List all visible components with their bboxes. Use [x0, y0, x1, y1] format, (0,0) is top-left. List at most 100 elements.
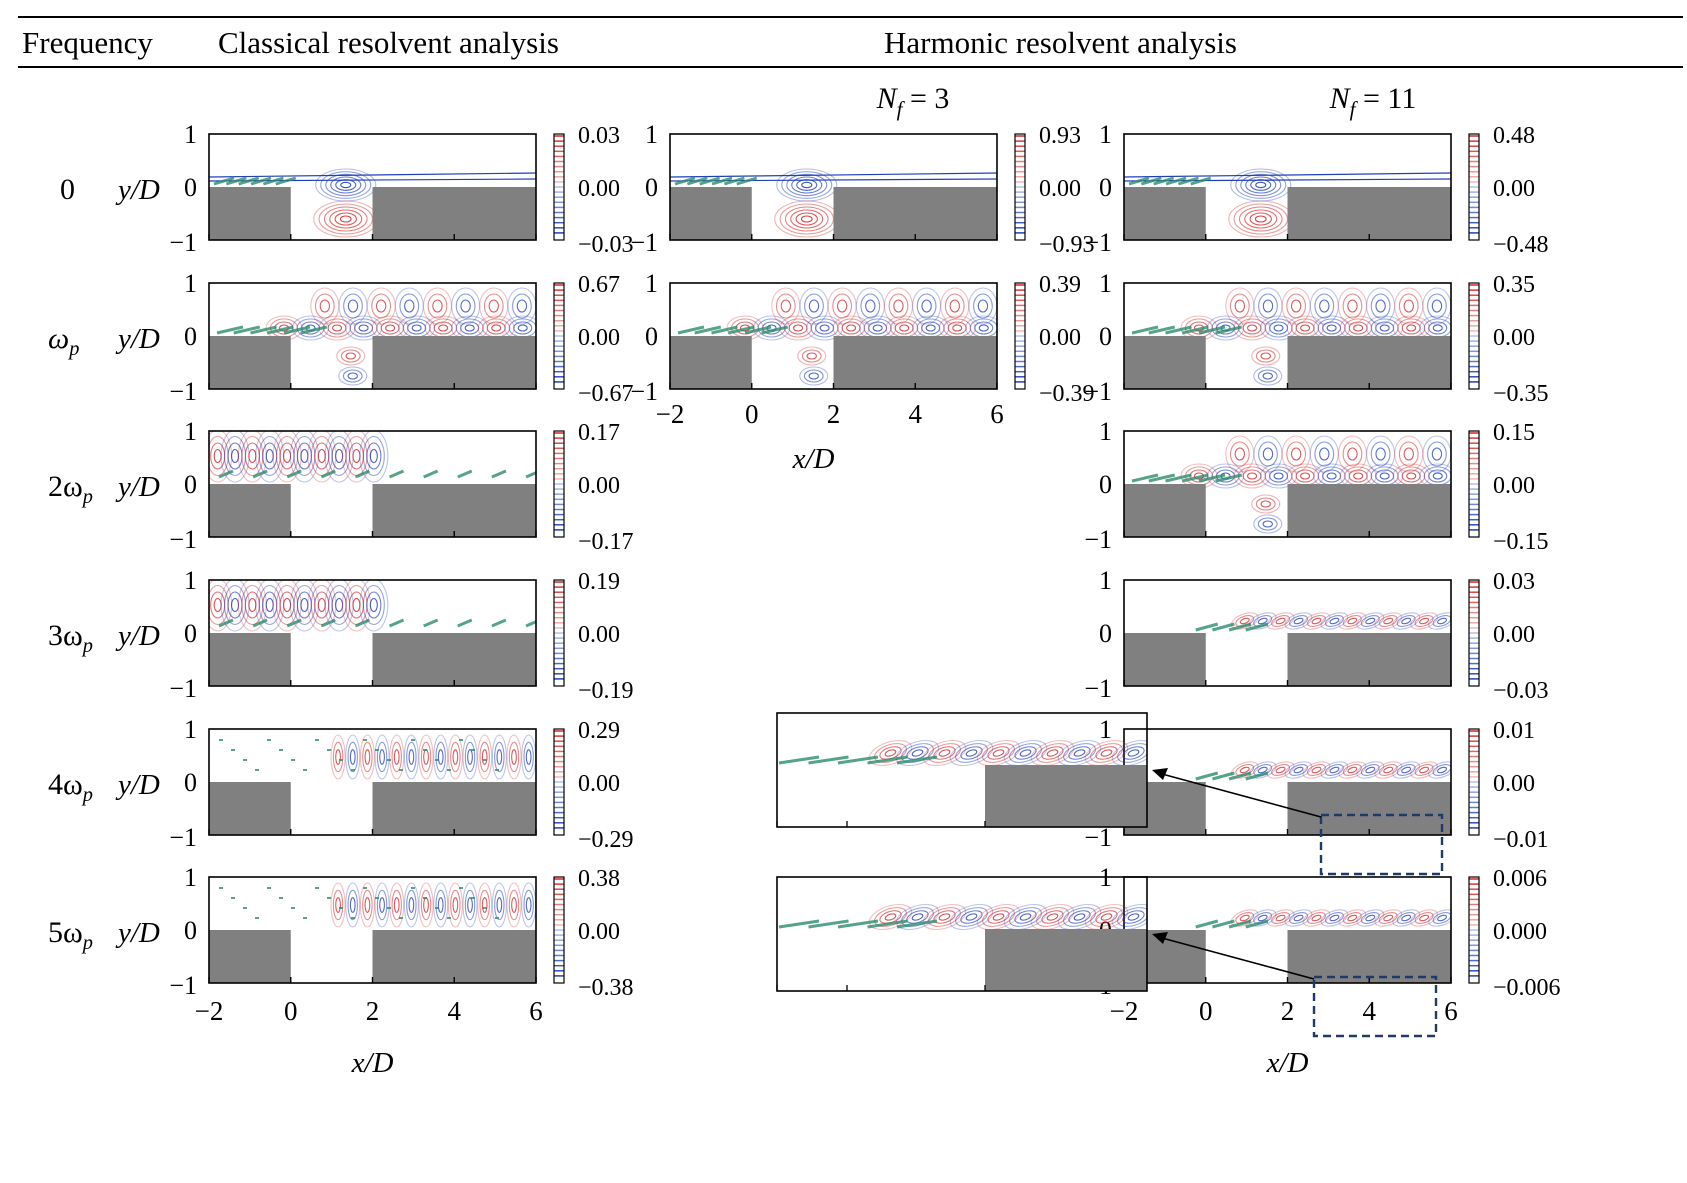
contour: [354, 321, 374, 335]
contour: [447, 734, 463, 780]
x-tick-label: 4: [448, 996, 462, 1026]
contour: [374, 734, 390, 780]
contour: [987, 910, 1010, 924]
contour: [230, 448, 240, 464]
colorbar-mid-label: 0.00: [578, 325, 620, 351]
contour: [1406, 472, 1417, 480]
forcing-streak: [252, 469, 268, 479]
contour: [1319, 447, 1330, 461]
forcing-streak: [1165, 473, 1192, 483]
forcing-streak: [1140, 176, 1162, 186]
contour: [315, 168, 377, 202]
contour: [347, 372, 358, 380]
contour: [403, 734, 419, 780]
contour: [788, 321, 808, 335]
contour: [420, 741, 432, 773]
contour: [1284, 761, 1313, 779]
forcing-streak: [225, 176, 247, 186]
colorbar-max-label: 0.01: [1493, 718, 1535, 744]
contour: [775, 293, 796, 319]
contour: [1366, 287, 1396, 325]
contour: [406, 889, 417, 921]
contour: [1230, 168, 1292, 202]
forcing-dot: [291, 907, 295, 909]
contour: [389, 882, 405, 928]
forcing-streak: [1195, 919, 1219, 929]
forcing-dot: [423, 897, 427, 899]
forcing-dot: [447, 917, 451, 919]
contour: [1347, 617, 1358, 625]
contour: [1281, 287, 1311, 325]
contour: [450, 741, 461, 773]
panel-classical-row0: [208, 133, 565, 241]
contour: [1375, 321, 1395, 335]
contour: [1073, 749, 1086, 757]
contour: [464, 324, 475, 332]
zoom-arrowhead: [1152, 768, 1168, 780]
forcing-streak: [699, 176, 721, 186]
contour: [1428, 909, 1451, 927]
contour: [464, 889, 476, 921]
header-frequency: Frequency: [22, 25, 153, 60]
colorbar: [553, 876, 565, 984]
colorbar-mid-label: 0.00: [1493, 473, 1535, 499]
contour: [362, 435, 385, 477]
contour: [358, 324, 369, 332]
contour: [1251, 494, 1281, 514]
contour: [1383, 766, 1394, 774]
colorbar-mid-label: 0.00: [1039, 325, 1081, 351]
contour: [1295, 321, 1315, 335]
contour: [523, 741, 534, 773]
contour: [1030, 903, 1075, 931]
contour: [1378, 615, 1398, 627]
contour: [1410, 909, 1439, 927]
contour: [912, 287, 942, 325]
contour: [1266, 909, 1295, 927]
forcing-dot: [399, 769, 403, 771]
contour: [1375, 299, 1386, 313]
contour: [1427, 441, 1447, 467]
contour: [325, 173, 367, 197]
contour: [314, 293, 335, 319]
contour: [279, 591, 295, 619]
contour: [1281, 435, 1311, 473]
contour: [1311, 617, 1322, 625]
contour: [1396, 912, 1416, 924]
y-tick-label: 1: [1099, 417, 1112, 446]
contour: [1269, 321, 1289, 335]
contour: [1419, 766, 1430, 774]
wall-left: [209, 484, 291, 537]
contour: [1302, 612, 1331, 630]
contour: [318, 203, 373, 235]
colorbar-max-label: 0.03: [1493, 569, 1535, 595]
colorbar-frame: [553, 728, 565, 836]
contour: [1360, 764, 1380, 776]
contour: [1014, 746, 1037, 760]
y-tick-label: 1: [645, 120, 658, 149]
inset-frame: [776, 876, 1148, 992]
contour: [262, 591, 278, 619]
x-tick-label: 6: [529, 996, 543, 1026]
forcing-dot: [351, 917, 355, 919]
colorbar: [1014, 133, 1026, 241]
contour: [314, 442, 330, 470]
contour: [435, 741, 446, 773]
forcing-streak: [286, 618, 302, 628]
contour: [336, 346, 366, 366]
contour: [296, 442, 312, 470]
contour: [1295, 469, 1315, 483]
x-tick-label: 0: [284, 996, 298, 1026]
contour: [1419, 617, 1430, 625]
panel-nf3-row1: [669, 282, 1026, 390]
contour: [374, 882, 390, 928]
contour: [335, 448, 344, 464]
contour: [340, 181, 352, 189]
contour: [1437, 914, 1448, 922]
contour: [244, 591, 260, 619]
contour: [1431, 299, 1443, 313]
contour: [1247, 472, 1258, 480]
x-tick-label: 4: [1363, 996, 1377, 1026]
panel-body: [209, 431, 536, 537]
x-tick-label: −2: [195, 996, 224, 1026]
forcing-streak: [837, 919, 879, 929]
